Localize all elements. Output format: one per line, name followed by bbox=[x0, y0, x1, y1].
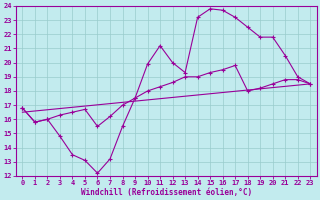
X-axis label: Windchill (Refroidissement éolien,°C): Windchill (Refroidissement éolien,°C) bbox=[81, 188, 252, 197]
